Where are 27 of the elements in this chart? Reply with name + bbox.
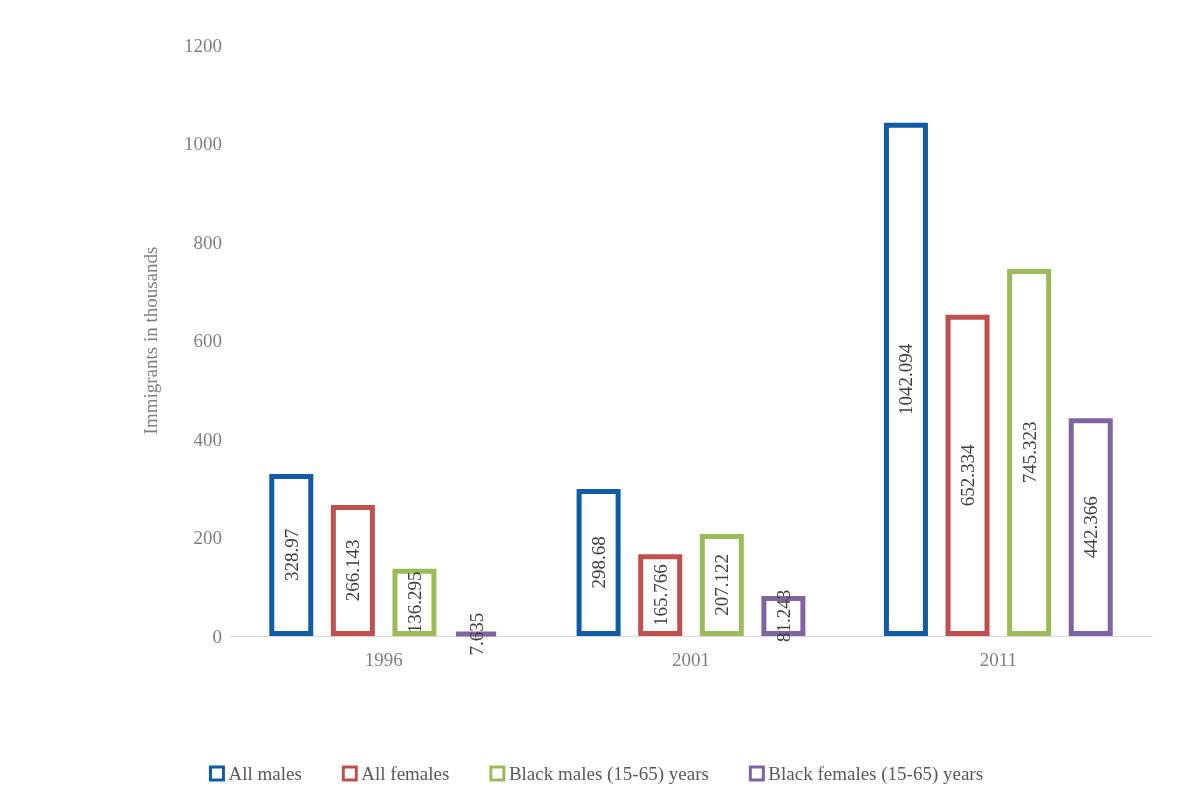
data-label: 136.295 [403, 571, 425, 634]
data-label: 442.366 [1080, 496, 1102, 558]
y-tick-label: 1000 [184, 133, 222, 154]
y-tick-label: 200 [193, 527, 222, 548]
y-tick-label: 0 [212, 625, 222, 647]
y-tick-label: 400 [193, 428, 222, 450]
y-axis-title: Immigrants in thousands [140, 246, 161, 435]
legend-label: Black males (15-65) years [508, 763, 709, 785]
data-label: 1042.094 [895, 343, 917, 416]
x-tick-label: 1996 [364, 649, 403, 670]
data-label: 81.243 [772, 589, 794, 643]
y-tick-label: 1200 [184, 34, 222, 56]
y-tick-label: 800 [193, 231, 222, 253]
data-label: 298.68 [588, 536, 610, 589]
data-label: 745.323 [1018, 421, 1040, 484]
x-tick-label: 2011 [979, 649, 1017, 670]
legend-label: All males [228, 763, 302, 784]
legend-label: All females [361, 763, 450, 784]
data-label: 165.766 [649, 564, 671, 627]
data-label: 328.97 [280, 528, 302, 582]
data-label: 7.635 [465, 612, 487, 656]
y-tick-label: 600 [193, 330, 222, 351]
data-label: 207.122 [711, 554, 733, 616]
legend-label: Black females (15-65) years [768, 763, 984, 785]
x-tick-label: 2001 [672, 649, 710, 670]
data-label: 266.143 [342, 539, 364, 602]
data-label: 652.334 [957, 443, 979, 507]
